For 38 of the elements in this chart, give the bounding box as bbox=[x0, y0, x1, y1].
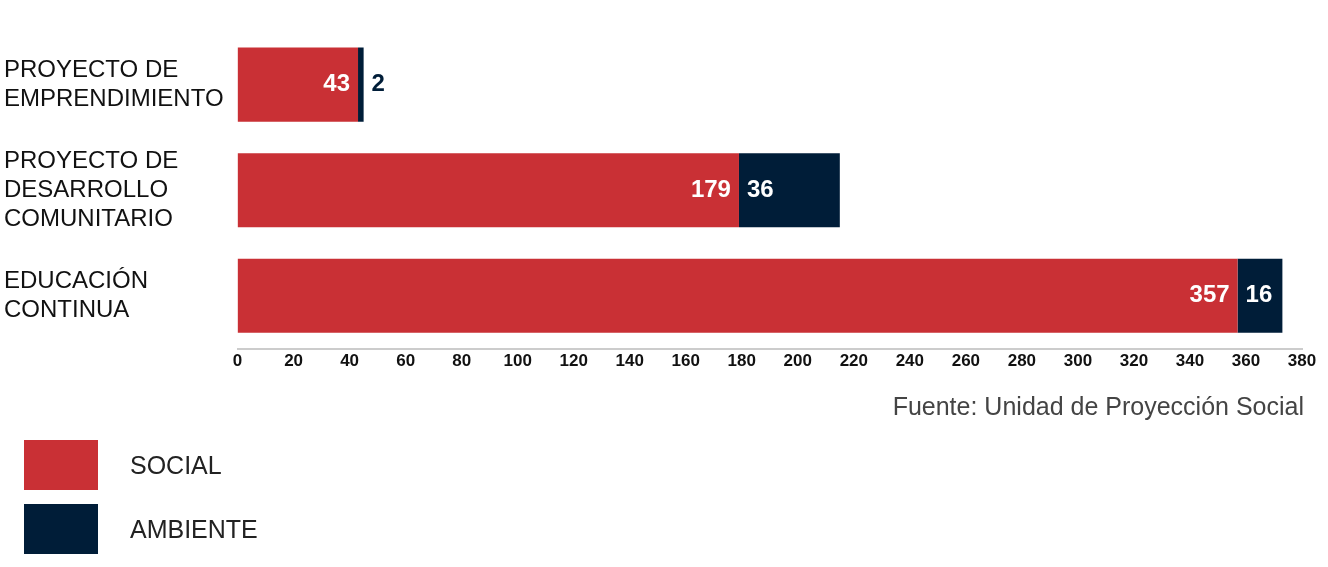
x-tick-label: 160 bbox=[671, 351, 700, 371]
source-note: Fuente: Unidad de Proyección Social bbox=[892, 392, 1304, 421]
x-tick-label: 280 bbox=[1007, 351, 1037, 371]
bar bbox=[237, 153, 739, 228]
x-tick-label: 240 bbox=[895, 351, 925, 371]
y-tick-label: EDUCACIÓN CONTINUA bbox=[4, 266, 149, 322]
data-label: 36 bbox=[746, 174, 774, 202]
x-tick-label: 60 bbox=[396, 351, 416, 371]
data-label: 357 bbox=[1189, 280, 1230, 308]
x-tick-label: 200 bbox=[783, 351, 812, 371]
x-tick-label: 100 bbox=[503, 351, 532, 371]
y-tick-label: PROYECTO DE DESARROLLO COMUNITARIO bbox=[4, 146, 179, 231]
x-tick-label: 380 bbox=[1287, 351, 1317, 371]
x-tick-label: 260 bbox=[951, 351, 981, 371]
data-label: 179 bbox=[690, 174, 731, 202]
bar bbox=[237, 258, 1238, 333]
bar bbox=[237, 47, 359, 122]
x-tick-label: 20 bbox=[284, 351, 304, 371]
data-label: 16 bbox=[1245, 280, 1273, 308]
legend-label: SOCIAL bbox=[129, 449, 223, 481]
y-tick-label: PROYECTO DE EMPRENDIMIENTO bbox=[4, 54, 224, 111]
x-tick-label: 220 bbox=[839, 351, 869, 371]
data-label: 2 bbox=[371, 69, 385, 97]
x-tick-label: 140 bbox=[615, 351, 644, 371]
legend-label: AMBIENTE bbox=[129, 513, 258, 545]
data-label: 43 bbox=[323, 69, 351, 97]
x-tick-label: 120 bbox=[559, 351, 588, 371]
x-tick-label: 320 bbox=[1119, 351, 1149, 371]
bar bbox=[738, 153, 840, 228]
x-tick-label: 40 bbox=[340, 351, 360, 371]
bar bbox=[1237, 258, 1283, 333]
x-tick-label: 80 bbox=[452, 351, 472, 371]
x-tick-label: 360 bbox=[1231, 351, 1261, 371]
x-tick-label: 340 bbox=[1175, 351, 1205, 371]
x-tick-label: 0 bbox=[232, 351, 243, 371]
x-tick-label: 300 bbox=[1063, 351, 1093, 371]
x-tick-label: 180 bbox=[727, 351, 756, 371]
bar bbox=[358, 47, 364, 122]
